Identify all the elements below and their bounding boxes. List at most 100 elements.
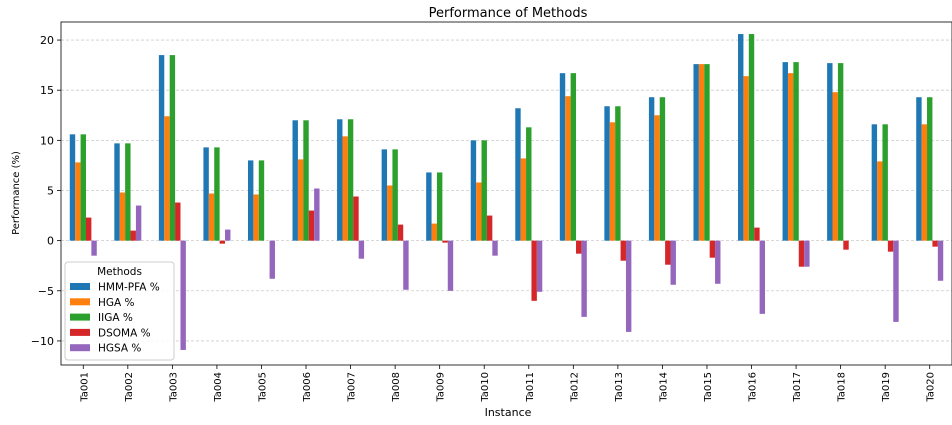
x-tick-label: Ta019 bbox=[881, 372, 892, 403]
bar bbox=[225, 229, 231, 241]
bar bbox=[314, 188, 320, 241]
bar bbox=[175, 202, 181, 241]
legend-swatch bbox=[70, 283, 90, 290]
bar bbox=[670, 240, 676, 285]
bar bbox=[921, 124, 928, 241]
bar bbox=[625, 240, 632, 332]
bar bbox=[515, 108, 521, 241]
bar bbox=[916, 97, 922, 241]
bar bbox=[347, 119, 354, 241]
bar bbox=[208, 193, 215, 241]
x-tick-label: Ta017 bbox=[792, 372, 803, 403]
bar bbox=[759, 240, 766, 314]
bar bbox=[442, 240, 448, 243]
bar bbox=[659, 97, 666, 241]
x-tick-label: Ta013 bbox=[614, 372, 625, 403]
y-tick-label: −5 bbox=[38, 285, 54, 298]
y-tick-label: 5 bbox=[47, 184, 54, 197]
y-tick-label: 15 bbox=[40, 84, 54, 97]
bar bbox=[447, 240, 454, 291]
bar bbox=[342, 136, 348, 241]
y-tick-label: 10 bbox=[40, 134, 54, 147]
x-tick-label: Ta001 bbox=[79, 372, 90, 403]
legend-swatch bbox=[70, 313, 90, 321]
legend-box bbox=[64, 261, 175, 361]
bar bbox=[303, 120, 309, 241]
chart-title: Performance of Methods bbox=[429, 6, 588, 21]
x-tick-label: Ta003 bbox=[168, 372, 179, 403]
bar bbox=[292, 120, 298, 241]
y-axis-label: Performance (%) bbox=[11, 151, 22, 235]
bar bbox=[353, 196, 359, 241]
bar bbox=[125, 143, 131, 241]
legend-swatch bbox=[70, 298, 90, 306]
bar bbox=[570, 73, 577, 241]
bar bbox=[893, 240, 899, 322]
bar bbox=[169, 55, 176, 241]
bar bbox=[114, 143, 120, 241]
x-tick-label: Ta004 bbox=[213, 372, 224, 403]
y-tick-label: 20 bbox=[40, 34, 54, 47]
bar bbox=[932, 240, 938, 247]
x-tick-label: Ta005 bbox=[258, 372, 269, 403]
bar bbox=[837, 63, 844, 241]
bar bbox=[782, 62, 788, 241]
bar bbox=[308, 210, 315, 241]
bar bbox=[258, 160, 265, 241]
bar bbox=[648, 97, 655, 241]
x-tick-label: Ta011 bbox=[525, 372, 536, 403]
bar bbox=[520, 158, 527, 241]
x-tick-label: Ta012 bbox=[569, 372, 580, 403]
bar bbox=[426, 172, 432, 241]
bar bbox=[436, 172, 443, 241]
bar bbox=[887, 240, 894, 252]
bar bbox=[604, 106, 610, 241]
grid-layer bbox=[61, 39, 952, 342]
bar bbox=[269, 240, 275, 279]
bar bbox=[559, 73, 566, 241]
bar bbox=[871, 124, 878, 241]
bar bbox=[247, 160, 254, 241]
bar bbox=[387, 185, 393, 241]
legend-swatch bbox=[70, 328, 90, 336]
y-tick-label: 0 bbox=[47, 235, 54, 248]
bar bbox=[581, 240, 587, 317]
legend-label: HMM-PFA % bbox=[98, 282, 160, 294]
bar bbox=[882, 124, 888, 241]
x-tick-label: Ta002 bbox=[124, 372, 135, 403]
bar bbox=[827, 63, 833, 241]
plot-frame bbox=[60, 21, 952, 366]
bar bbox=[531, 240, 537, 301]
legend-title: Methods bbox=[97, 266, 142, 278]
legend-label: HGSA % bbox=[98, 343, 141, 355]
x-tick-label: Ta018 bbox=[837, 372, 848, 403]
bar bbox=[665, 240, 671, 265]
bar bbox=[609, 122, 616, 241]
bar bbox=[337, 119, 343, 241]
bar bbox=[381, 149, 388, 241]
bar bbox=[615, 106, 621, 241]
x-tick-label: Ta010 bbox=[480, 372, 491, 403]
bar bbox=[927, 97, 933, 241]
bar bbox=[180, 240, 186, 350]
bar bbox=[843, 240, 849, 250]
bars-layer bbox=[69, 34, 944, 350]
legend-label: DSOMA % bbox=[98, 327, 151, 339]
bar bbox=[297, 159, 304, 241]
bar bbox=[937, 240, 944, 281]
bar bbox=[476, 182, 482, 241]
bar bbox=[492, 240, 498, 256]
bar bbox=[75, 162, 81, 241]
x-tick-label: Ta020 bbox=[926, 372, 937, 403]
bar bbox=[693, 64, 699, 241]
bar bbox=[793, 62, 799, 241]
bar bbox=[715, 240, 721, 284]
bar bbox=[91, 240, 97, 256]
legend: Methods HMM-PFA % HGA % IIGA % DSOMA % HGSA % bbox=[64, 261, 175, 361]
bar bbox=[158, 55, 165, 241]
bar bbox=[392, 149, 398, 241]
axes-layer: −10 −5 0 5 10 15 20 Ta001 Ta002 Ta003 Ta004 Ta005 Ta… bbox=[31, 21, 952, 403]
x-tick-label: Ta014 bbox=[658, 372, 669, 403]
bar bbox=[832, 92, 838, 241]
bar bbox=[80, 134, 86, 241]
